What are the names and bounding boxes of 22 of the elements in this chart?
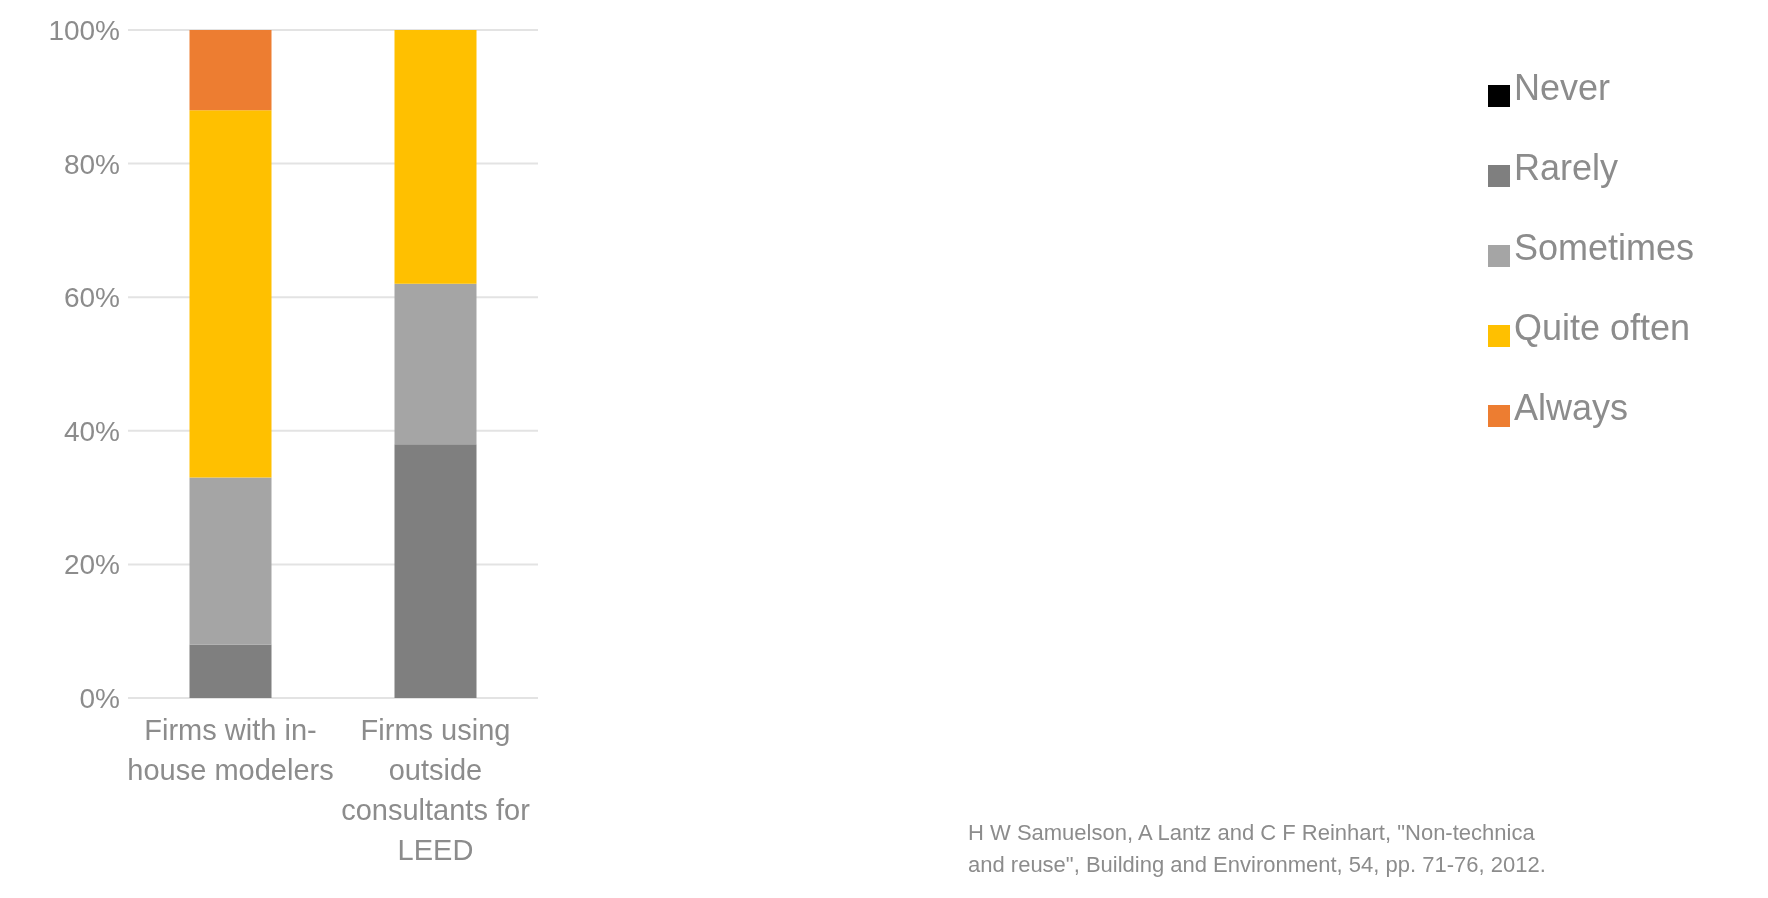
legend-label: Sometimes [1514,227,1695,268]
bar [394,30,477,284]
legend-label: Rarely [1514,147,1619,188]
text: H W Samuelson, A Lantz and C F Reinhart, "Non-technica [968,820,1535,846]
bar [394,283,477,445]
legend-label: Quite often [1514,307,1691,348]
x-tick-label: Firms with in-house modelers [127,714,334,786]
bar [394,444,477,698]
bar [189,644,272,698]
bar [189,30,272,111]
y-tick-label: 100% [48,14,120,46]
x-tick-label: Firms using outside consultants for LEED [341,714,531,866]
text: and reuse", Building and Environment, 54, pp. 71-76, 2012. [968,852,1546,878]
y-tick-label: 40% [63,415,120,447]
y-tick-label: 60% [63,282,120,314]
legend-label: Never [1514,67,1611,108]
bar [189,477,272,645]
y-tick-label: 0% [79,682,120,714]
y-tick-label: 80% [63,148,120,180]
legend-label: Always [1514,387,1629,428]
y-tick-label: 20% [63,549,120,581]
bar [189,110,272,478]
